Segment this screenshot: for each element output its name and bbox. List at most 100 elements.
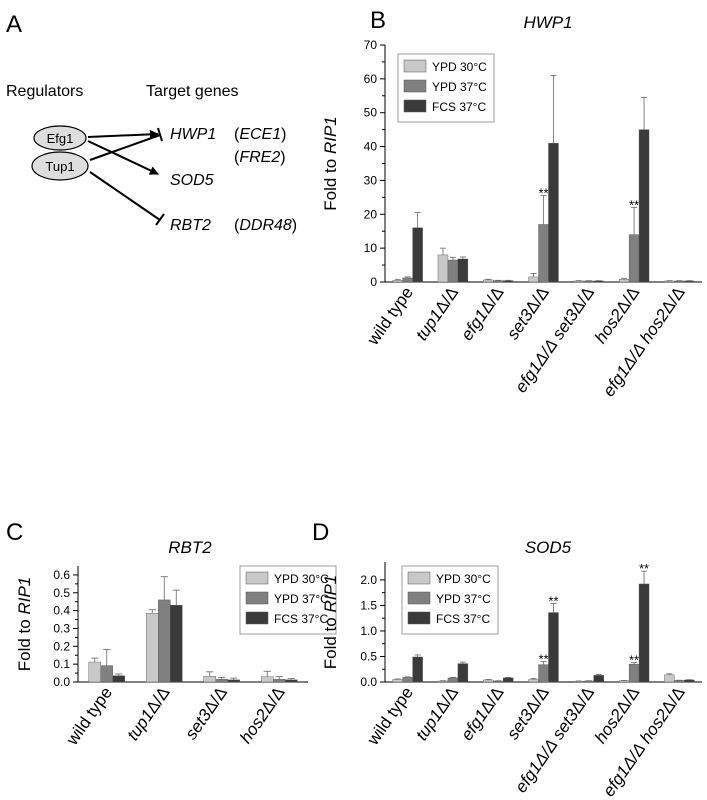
legend-label-b-2: FCS 37°C — [432, 100, 486, 114]
chart-title-d: SOD5 — [525, 538, 572, 557]
repress-tup1-rbt2-bar — [155, 213, 165, 226]
y-tick-label-b-4: 40 — [364, 140, 378, 154]
legend-swatch-d-1 — [407, 591, 431, 605]
bar-c-2-2 — [227, 679, 240, 683]
y-tick-label-c-4: 0.4 — [53, 604, 70, 618]
significance-b-1: ** — [629, 198, 639, 213]
target-fre2: (FRE2) — [234, 149, 286, 166]
bar-d-3-1 — [538, 664, 549, 683]
y-tick-label-b-1: 10 — [364, 241, 378, 255]
legend-swatch-b-2 — [403, 99, 427, 113]
x-tick-label-d-2: efg1Δ/Δ — [457, 683, 507, 743]
significance-d-0: ** — [538, 652, 548, 667]
legend-label-c-0: YPD 30°C — [274, 572, 329, 586]
target-rbt2: RBT2 — [170, 217, 211, 234]
x-tick-label-post-d-0: wild type — [363, 683, 417, 749]
y-axis-label-c: Fold to RIP1 — [15, 577, 34, 672]
bar-d-2-2 — [502, 677, 514, 683]
y-axis-label-d: Fold to RIP1 — [321, 575, 340, 670]
x-tick-label-d-0: wild type — [363, 683, 417, 749]
bar-b-1-1 — [447, 259, 459, 283]
bar-d-2-0 — [483, 679, 494, 683]
legend-swatch-b-1 — [403, 79, 427, 93]
bar-b-4-0 — [573, 280, 585, 283]
y-tick-label-c-3: 0.3 — [53, 621, 70, 635]
significance-d-1: ** — [548, 593, 558, 608]
x-tick-label-post-b-0: wild type — [363, 283, 417, 349]
x-tick-label-c-1: tup1Δ/Δ — [123, 683, 173, 743]
panel-a: A Regulators Target genes Efg1 Tup1 HWP1… — [6, 11, 297, 234]
bar-d-6-1 — [674, 680, 685, 683]
x-tick-label-d-6: efg1Δ/Δ hos2Δ/Δ — [599, 683, 689, 800]
arrow-efg1-hwp1 — [87, 129, 159, 139]
significance-d-2: ** — [629, 653, 639, 668]
bar-b-0-1 — [402, 277, 413, 283]
panel-letter-a: A — [6, 11, 22, 38]
y-tick-label-b-7: 70 — [364, 38, 378, 52]
panel-letter-c: C — [6, 519, 23, 546]
legend-swatch-c-1 — [245, 591, 269, 605]
regulator-tup1-ellipse — [31, 151, 89, 181]
repress-tup1-hwp1-bar — [157, 127, 163, 142]
bar-b-3-0 — [528, 276, 539, 283]
x-tick-label-b-6: efg1Δ/Δ hos2Δ/Δ — [599, 283, 689, 400]
bar-d-0-1 — [402, 677, 413, 683]
bar-b-5-2 — [638, 129, 650, 283]
bar-b-2-2 — [502, 280, 514, 283]
bar-c-1-0 — [146, 613, 159, 683]
y-tick-label-c-5: 0.5 — [53, 586, 70, 600]
target-ece1: (ECE1) — [234, 126, 286, 143]
bar-d-4-2 — [593, 675, 604, 683]
y-tick-label-d-1: 0.5 — [360, 649, 377, 663]
x-tick-label-b-3: set3Δ/Δ — [503, 283, 553, 343]
x-tick-label-b-2: efg1Δ/Δ — [457, 283, 507, 343]
x-tick-label-d-3: set3Δ/Δ — [503, 683, 553, 743]
bar-c-0-1 — [100, 665, 113, 683]
bar-c-3-1 — [273, 679, 286, 683]
target-hwp1: HWP1 — [170, 126, 216, 143]
significance-d-3: ** — [639, 561, 649, 576]
x-tick-label-b-1: tup1Δ/Δ — [412, 283, 462, 343]
y-tick-label-b-3: 30 — [364, 173, 378, 187]
y-tick-label-c-1: 0.1 — [53, 657, 70, 671]
y-tick-label-d-0: 0.0 — [360, 675, 377, 689]
bar-b-3-1 — [538, 224, 549, 283]
bar-c-2-0 — [203, 676, 216, 683]
bar-d-0-0 — [392, 679, 403, 683]
regulator-efg1-label: Efg1 — [47, 131, 74, 146]
bar-d-1-0 — [437, 680, 449, 683]
y-tick-label-d-2: 1.0 — [360, 624, 377, 638]
bar-c-3-2 — [285, 679, 298, 683]
bar-d-1-2 — [457, 663, 469, 683]
target-ddr48: (DDR48) — [234, 217, 297, 234]
targets-header: Target genes — [146, 83, 239, 100]
x-tick-label-c-2: set3Δ/Δ — [181, 683, 231, 743]
bar-d-1-1 — [447, 677, 459, 683]
y-tick-label-b-2: 20 — [364, 207, 378, 221]
chart-title-b: HWP1 — [523, 13, 572, 32]
y-axis-label-gene-b: RIP1 — [321, 116, 340, 154]
y-tick-label-d-3: 1.5 — [360, 598, 377, 612]
bar-c-1-2 — [170, 605, 183, 683]
bar-c-3-0 — [261, 676, 274, 683]
significance-b-0: ** — [538, 186, 548, 201]
arrow-efg1-sod5 — [87, 140, 159, 175]
bar-b-6-2 — [684, 280, 695, 283]
bar-d-6-2 — [684, 679, 695, 683]
panel-letter-d: D — [312, 519, 329, 546]
y-axis-label-gene-c: RIP1 — [15, 577, 34, 615]
y-axis-label-prefix-c: Fold to — [15, 615, 34, 672]
bar-b-5-1 — [628, 234, 640, 283]
bar-b-1-2 — [457, 258, 469, 283]
bar-b-4-1 — [583, 280, 594, 283]
bar-b-4-2 — [593, 280, 604, 283]
y-tick-label-c-6: 0.6 — [53, 568, 70, 582]
x-tick-label-post-c-0: wild type — [62, 683, 116, 749]
bar-b-5-0 — [618, 279, 630, 283]
legend-swatch-c-2 — [245, 611, 269, 625]
bar-b-3-2 — [548, 142, 559, 283]
legend-label-d-0: YPD 30°C — [436, 572, 491, 586]
bar-b-2-1 — [493, 280, 504, 283]
bar-c-2-1 — [215, 678, 228, 683]
